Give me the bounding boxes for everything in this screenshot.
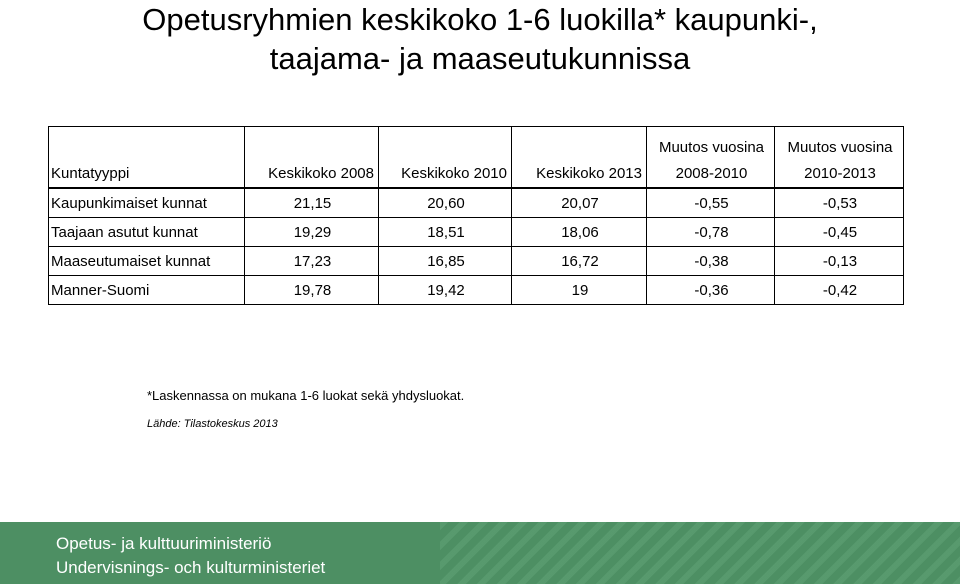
footnote: *Laskennassa on mukana 1-6 luokat sekä y…: [147, 388, 465, 403]
ministry-name-swedish: Undervisnings- och kulturministeriet: [56, 558, 326, 577]
cell-keskikoko-2010: 19,42: [378, 275, 512, 305]
header-keskikoko-2013: Keskikoko 2013: [511, 126, 647, 189]
source-note: Lähde: Tilastokeskus 2013: [147, 418, 278, 430]
cell-keskikoko-2013: 16,72: [511, 246, 647, 276]
cell-muutos-2008-2010: -0,55: [646, 187, 775, 218]
cell-keskikoko-2010: 18,51: [378, 217, 512, 247]
table-header-row: Kuntatyyppi Keskikoko 2008 Keskikoko 201…: [48, 126, 904, 189]
slide-title: Opetusryhmien keskikoko 1-6 luokilla* ka…: [0, 0, 960, 78]
cell-kuntatyyppi: Kaupunkimaiset kunnat: [48, 187, 245, 218]
header-muutos-2010-2013: Muutos vuosina 2010-2013: [774, 126, 904, 189]
data-table-container: Kuntatyyppi Keskikoko 2008 Keskikoko 201…: [48, 126, 904, 305]
header-keskikoko-2008: Keskikoko 2008: [244, 126, 379, 189]
cell-keskikoko-2008: 19,78: [244, 275, 379, 305]
cell-muutos-2008-2010: -0,78: [646, 217, 775, 247]
cell-muutos-2008-2010: -0,36: [646, 275, 775, 305]
table-row: Kaupunkimaiset kunnat 21,15 20,60 20,07 …: [48, 187, 904, 218]
cell-keskikoko-2013: 20,07: [511, 187, 647, 218]
cell-muutos-2008-2010: -0,38: [646, 246, 775, 276]
cell-keskikoko-2008: 17,23: [244, 246, 379, 276]
footer-pattern: [440, 522, 960, 584]
table-row: Maaseutumaiset kunnat 17,23 16,85 16,72 …: [48, 246, 904, 276]
cell-kuntatyyppi: Maaseutumaiset kunnat: [48, 246, 245, 276]
cell-keskikoko-2010: 16,85: [378, 246, 512, 276]
title-line-1: Opetusryhmien keskikoko 1-6 luokilla* ka…: [142, 2, 818, 37]
table-row: Manner-Suomi 19,78 19,42 19 -0,36 -0,42: [48, 275, 904, 305]
cell-keskikoko-2010: 20,60: [378, 187, 512, 218]
header-kuntatyyppi: Kuntatyyppi: [48, 126, 245, 189]
cell-muutos-2010-2013: -0,42: [774, 275, 904, 305]
header-keskikoko-2010: Keskikoko 2010: [378, 126, 512, 189]
table-row: Taajaan asutut kunnat 19,29 18,51 18,06 …: [48, 217, 904, 247]
header-muutos-2008-2010: Muutos vuosina 2008-2010: [646, 126, 775, 189]
title-line-2: taajama- ja maaseutukunnissa: [269, 41, 691, 76]
ministry-footer-banner: Opetus- ja kulttuuriministeriö Undervisn…: [0, 522, 960, 584]
cell-muutos-2010-2013: -0,13: [774, 246, 904, 276]
cell-kuntatyyppi: Manner-Suomi: [48, 275, 245, 305]
class-size-table: Kuntatyyppi Keskikoko 2008 Keskikoko 201…: [48, 126, 904, 305]
cell-keskikoko-2013: 18,06: [511, 217, 647, 247]
ministry-name-finnish: Opetus- ja kulttuuriministeriö: [56, 534, 272, 553]
cell-keskikoko-2008: 19,29: [244, 217, 379, 247]
cell-muutos-2010-2013: -0,45: [774, 217, 904, 247]
cell-keskikoko-2013: 19: [511, 275, 647, 305]
cell-kuntatyyppi: Taajaan asutut kunnat: [48, 217, 245, 247]
cell-keskikoko-2008: 21,15: [244, 187, 379, 218]
cell-muutos-2010-2013: -0,53: [774, 187, 904, 218]
